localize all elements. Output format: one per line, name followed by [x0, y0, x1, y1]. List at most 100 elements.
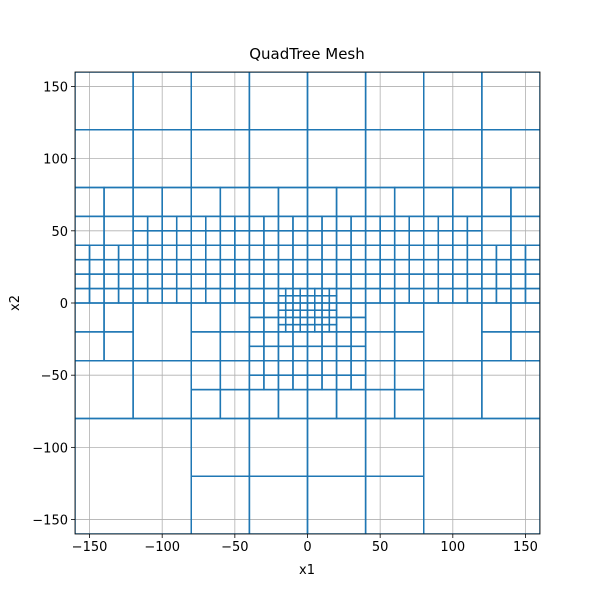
mesh-cell [263, 287, 280, 304]
mesh-cell [146, 258, 163, 275]
mesh-cell [306, 258, 323, 275]
mesh-cell [321, 295, 331, 304]
mesh-cell [277, 323, 287, 333]
mesh-cell [321, 360, 338, 376]
chart-title: QuadTree Mesh [249, 45, 365, 63]
mesh-cell [263, 374, 280, 391]
mesh-cell [393, 186, 425, 218]
mesh-cell [466, 258, 483, 275]
mesh-cell [321, 316, 331, 326]
mesh-cell [423, 186, 454, 218]
mesh-cell [277, 244, 294, 261]
mesh-cell [146, 230, 163, 246]
mesh-cell [466, 273, 483, 290]
mesh-cell [510, 273, 527, 290]
mesh-cell [306, 273, 323, 290]
mesh-cell [132, 186, 163, 218]
mesh-cell [350, 230, 367, 246]
mesh-cell [328, 302, 338, 311]
mesh-cell [263, 230, 280, 246]
mesh-cell [393, 215, 410, 232]
mesh-cell [75, 360, 134, 420]
mesh-cell [321, 244, 338, 261]
mesh-cell [292, 244, 309, 261]
mesh-cell [321, 215, 338, 232]
mesh-cell [364, 258, 381, 275]
mesh-cell [88, 244, 105, 261]
mesh-cell [335, 287, 352, 304]
mesh-cell [292, 273, 309, 290]
mesh-cell [292, 309, 301, 319]
mesh-cell [452, 230, 469, 246]
mesh-cell [205, 287, 222, 304]
mesh-cell [328, 295, 338, 304]
mesh-cell [379, 244, 396, 261]
mesh-cell [161, 287, 178, 304]
mesh-cell [132, 244, 149, 261]
mesh-cell [190, 258, 207, 275]
mesh-cell [263, 244, 280, 261]
mesh-cell [284, 287, 294, 297]
mesh-cell [321, 273, 338, 290]
mesh-cell [263, 345, 280, 362]
mesh-cell [393, 287, 410, 304]
mesh-cell [314, 295, 323, 304]
mesh-cell [299, 287, 309, 297]
mesh-cell [328, 287, 338, 297]
x-tick-label: 50 [372, 540, 389, 555]
mesh-cell [248, 258, 265, 275]
mesh-cell [350, 316, 367, 333]
mesh-cell [408, 258, 425, 275]
mesh-cell [335, 388, 367, 420]
mesh-cell [190, 302, 222, 333]
mesh-cell [299, 323, 309, 333]
mesh-cell [299, 302, 309, 311]
mesh-cell [205, 215, 222, 232]
mesh-cell [306, 323, 316, 333]
mesh-cell [248, 374, 265, 391]
mesh-cell [277, 388, 309, 420]
mesh-cell [306, 360, 323, 376]
mesh-cell [364, 230, 381, 246]
mesh-cell [263, 215, 280, 232]
y-tick-label: 50 [51, 225, 68, 240]
mesh-cell [306, 331, 323, 348]
y-tick-label: −150 [32, 514, 68, 529]
mesh-cell [248, 345, 265, 362]
mesh-cell [190, 273, 207, 290]
mesh-cell [190, 244, 207, 261]
mesh-cell [306, 230, 323, 246]
mesh-cell [423, 417, 540, 534]
mesh-cell [161, 258, 178, 275]
mesh-cell [321, 331, 338, 348]
mesh-cell [466, 230, 483, 246]
mesh-cell [190, 215, 207, 232]
mesh-cell [277, 360, 294, 376]
mesh-cell [132, 258, 149, 275]
mesh-cell [205, 273, 222, 290]
mesh-cell [393, 258, 410, 275]
mesh-cell [321, 302, 331, 311]
mesh-cell [350, 331, 367, 348]
mesh-cell [328, 309, 338, 319]
mesh-cell [408, 215, 425, 232]
mesh-cell [277, 345, 294, 362]
x-tick-label: 0 [303, 540, 311, 555]
mesh-cell [481, 258, 498, 275]
mesh-cell [379, 215, 396, 232]
mesh-cell [437, 258, 454, 275]
mesh-cell [161, 230, 178, 246]
mesh-cell [292, 302, 301, 311]
mesh-cell [299, 316, 309, 326]
mesh-cell [481, 72, 540, 131]
mesh-cell [219, 287, 236, 304]
mesh-cell [335, 244, 352, 261]
mesh-cell [466, 215, 483, 232]
mesh-cell [350, 374, 367, 391]
mesh-cell [321, 230, 338, 246]
mesh-cell [335, 230, 352, 246]
mesh-cell [263, 302, 280, 319]
mesh-cell [248, 388, 280, 420]
mesh-cell [335, 331, 352, 348]
mesh-cell [328, 316, 338, 326]
